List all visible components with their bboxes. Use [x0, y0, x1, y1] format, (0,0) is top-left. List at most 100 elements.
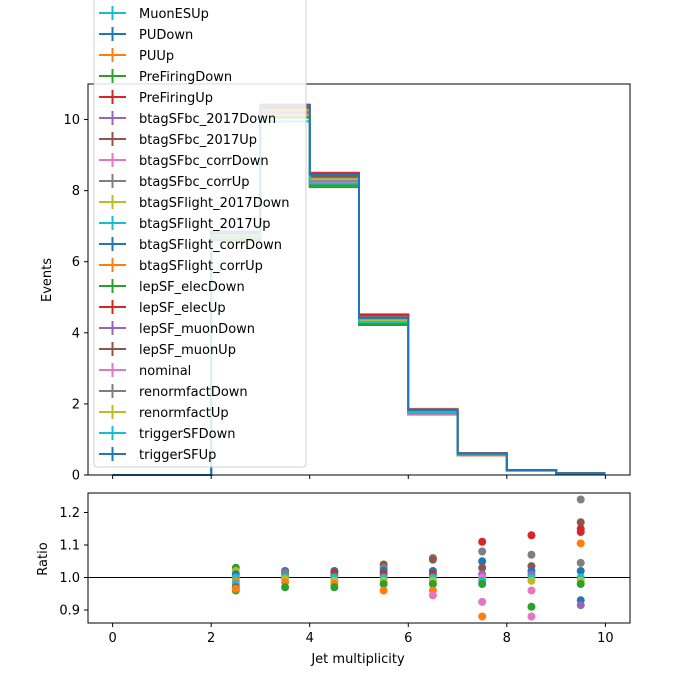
legend-label: btagSFlight_2017Down	[139, 196, 290, 211]
legend-label: PreFiringUp	[139, 91, 213, 106]
legend-entry: triggerSFUp	[99, 447, 216, 463]
main-y-tick-label: 6	[72, 255, 80, 270]
ratio-x-tick-label: 0	[108, 631, 116, 646]
legend-label: renormfactUp	[139, 406, 229, 421]
legend-label: triggerSFUp	[139, 448, 216, 463]
ratio-point	[478, 547, 487, 556]
legend: MuonESUp PUDown PUUp PreFiringDown PreFiring…	[93, 0, 307, 468]
ratio-x-tick-label: 10	[597, 631, 614, 646]
main-y-tick-label: 8	[72, 184, 80, 199]
ratio-x-tick-label: 2	[207, 631, 215, 646]
ratio-point	[576, 539, 585, 548]
legend-label: renormfactDown	[139, 385, 248, 400]
ratio-point	[576, 601, 585, 610]
legend-entry: renormfactDown	[99, 384, 248, 400]
ratio-point	[576, 528, 585, 536]
legend-label: btagSFbc_2017Up	[139, 133, 257, 148]
ratio-y-tick-label: 1.1	[59, 539, 80, 554]
main-y-ticks: 0 2 4 6 8 10	[63, 113, 88, 484]
legend-label: PUDown	[139, 28, 193, 43]
legend-entry: btagSFbc_2017Up	[99, 132, 257, 148]
legend-entry: btagSFlight_corrDown	[99, 237, 282, 253]
ratio-point	[527, 602, 536, 611]
ratio-point	[231, 584, 240, 593]
legend-label: nominal	[139, 364, 191, 379]
legend-entry: PUDown	[99, 27, 193, 43]
legend-entry: renormfactUp	[99, 405, 229, 421]
legend-entry: lepSF_muonDown	[99, 321, 255, 337]
main-y-axis-label: Events	[40, 258, 55, 302]
ratio-point	[478, 612, 487, 621]
ratio-point	[478, 597, 487, 606]
ratio-point	[478, 580, 487, 588]
ratio-point	[478, 563, 487, 572]
legend-label: triggerSFDown	[139, 427, 235, 442]
legend-entry: btagSFlight_corrUp	[99, 258, 263, 274]
ratio-point	[527, 612, 536, 621]
legend-label: lepSF_muonDown	[139, 322, 255, 337]
ratio-point	[428, 580, 437, 588]
legend-entry: PreFiringDown	[99, 69, 232, 85]
legend-entry: MuonESUp	[99, 6, 209, 22]
ratio-point	[576, 567, 585, 575]
ratio-x-tick-label: 8	[503, 631, 511, 646]
legend-entry: PUUp	[99, 48, 174, 64]
legend-entry: btagSFbc_corrUp	[99, 174, 250, 190]
legend-entry: lepSF_elecUp	[99, 300, 226, 316]
legend-box	[93, 0, 307, 468]
ratio-panel: 0.9 1.0 1.1 1.2 0 2 4 6 8 10 Ratio Jet multiplic…	[36, 492, 631, 667]
ratio-point	[576, 558, 585, 567]
legend-label: lepSF_elecDown	[139, 280, 245, 295]
ratio-point	[379, 586, 388, 595]
legend-label: PreFiringDown	[139, 70, 232, 85]
ratio-point	[281, 583, 290, 592]
ratio-y-ticks: 0.9 1.0 1.1 1.2	[59, 506, 88, 619]
main-axes-frame	[87, 83, 631, 476]
legend-label: lepSF_elecUp	[139, 301, 226, 316]
ratio-point	[478, 557, 487, 566]
ratio-x-tick-label: 6	[404, 631, 412, 646]
ratio-x-axis-label: Jet multiplicity	[310, 652, 405, 667]
legend-label: btagSFlight_2017Up	[139, 217, 270, 232]
legend-entry: lepSF_muonUp	[99, 342, 236, 358]
legend-label: btagSFbc_corrUp	[139, 175, 250, 190]
legend-label: MuonESUp	[139, 7, 209, 22]
legend-label: PUUp	[139, 49, 174, 64]
legend-entry: nominal	[99, 363, 191, 379]
legend-entry: btagSFbc_corrDown	[99, 153, 269, 169]
legend-entry: btagSFbc_2017Down	[99, 111, 276, 127]
ratio-point	[330, 583, 339, 592]
ratio-point	[428, 555, 437, 564]
main-x-ticks	[112, 475, 606, 479]
ratio-point	[428, 591, 437, 600]
ratio-axes-frame	[87, 492, 631, 624]
legend-label: btagSFbc_corrDown	[139, 154, 269, 169]
legend-label: lepSF_muonUp	[139, 343, 236, 358]
ratio-point	[478, 537, 487, 546]
main-y-tick-label: 4	[72, 326, 80, 341]
legend-label: btagSFlight_corrUp	[139, 259, 263, 274]
ratio-y-tick-label: 1.0	[59, 571, 80, 586]
ratio-plot-area	[88, 493, 630, 623]
ratio-point	[379, 580, 388, 588]
main-y-tick-label: 0	[72, 469, 80, 484]
ratio-point	[576, 518, 585, 527]
legend-label: btagSFlight_corrDown	[139, 238, 282, 253]
legend-entry: lepSF_elecDown	[99, 279, 245, 295]
ratio-points-group	[231, 495, 585, 621]
ratio-y-tick-label: 0.9	[59, 604, 80, 619]
legend-label: btagSFbc_2017Down	[139, 112, 276, 127]
legend-items: MuonESUp PUDown PUUp PreFiringDown PreFiring…	[99, 6, 290, 463]
ratio-point	[576, 495, 585, 504]
ratio-point	[527, 576, 536, 585]
legend-entry: triggerSFDown	[99, 426, 235, 442]
ratio-point	[527, 550, 536, 559]
ratio-y-axis-label: Ratio	[36, 542, 51, 575]
legend-entry: btagSFlight_2017Down	[99, 195, 290, 211]
legend-entry: PreFiringUp	[99, 90, 213, 106]
legend-entry: btagSFlight_2017Up	[99, 216, 270, 232]
ratio-point	[527, 531, 536, 540]
ratio-y-tick-label: 1.2	[59, 506, 80, 521]
ratio-point	[527, 586, 536, 595]
